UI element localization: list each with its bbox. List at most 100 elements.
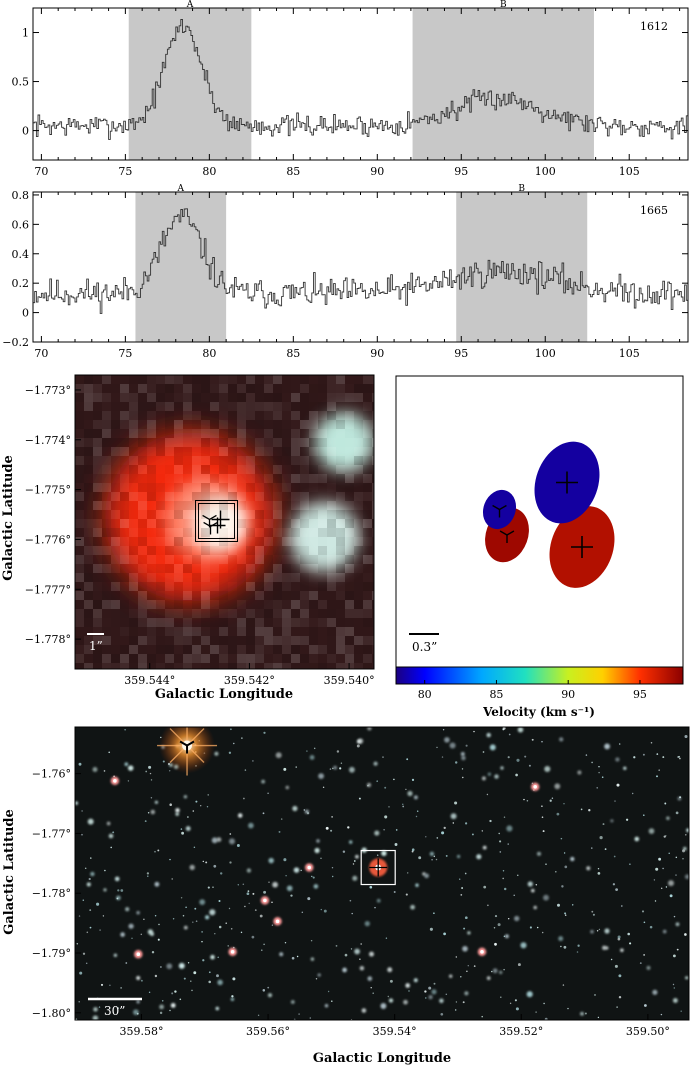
pixel	[273, 420, 282, 429]
pixel	[273, 636, 282, 645]
pixel	[264, 375, 273, 384]
pixel	[291, 438, 300, 447]
pixel	[327, 411, 336, 420]
star	[166, 963, 173, 970]
pixel	[273, 402, 282, 411]
pixel	[138, 465, 147, 474]
star	[491, 970, 493, 973]
star	[194, 907, 197, 910]
star	[517, 963, 521, 967]
pixel	[282, 447, 291, 456]
pixel	[147, 573, 156, 582]
star	[231, 995, 234, 998]
x-tick-label: 359.544°	[124, 674, 175, 687]
pixel	[318, 573, 327, 582]
pixel	[210, 627, 219, 636]
pixel	[111, 411, 120, 420]
star	[675, 811, 679, 815]
pixel	[84, 519, 93, 528]
pixel	[246, 438, 255, 447]
pixel	[84, 420, 93, 429]
pixel	[147, 438, 156, 447]
pixel	[282, 402, 291, 411]
pixel	[237, 456, 246, 465]
star	[526, 991, 533, 998]
pixel	[75, 402, 84, 411]
star	[564, 865, 568, 869]
pixel	[372, 492, 374, 501]
pixel	[129, 474, 138, 483]
star	[580, 1011, 584, 1016]
pixel	[93, 636, 102, 645]
star	[217, 956, 220, 959]
y-tick-label: −1.79°	[32, 947, 71, 960]
star	[170, 1003, 176, 1008]
star	[653, 879, 656, 881]
pixel	[156, 600, 165, 609]
star	[352, 863, 355, 865]
pixel	[138, 573, 147, 582]
pixel	[183, 465, 192, 474]
star	[433, 855, 436, 858]
pixel	[255, 546, 264, 555]
star	[615, 757, 620, 762]
star	[267, 792, 269, 795]
pixel	[138, 564, 147, 573]
star	[436, 837, 439, 839]
star	[615, 888, 618, 891]
pixel	[345, 645, 354, 654]
pixel	[273, 384, 282, 393]
colorbar-tick-label: 90	[561, 688, 575, 701]
pixel	[165, 582, 174, 591]
pixel	[336, 429, 345, 438]
y-tick-label: −1.775°	[25, 484, 71, 497]
star	[536, 926, 539, 929]
pixel	[138, 393, 147, 402]
star	[649, 925, 653, 929]
maser-map-panel: 0.3” 80 85 90 95 Velocity (km s⁻¹)	[395, 375, 684, 719]
plot-frame	[74, 374, 375, 670]
pixel	[129, 600, 138, 609]
pixel	[120, 609, 129, 618]
pixel	[291, 645, 300, 654]
star	[507, 843, 509, 845]
pixel	[273, 492, 282, 501]
pixel	[120, 645, 129, 654]
star	[108, 833, 114, 839]
pixel	[282, 582, 291, 591]
star	[560, 945, 562, 948]
star	[433, 912, 435, 915]
star	[431, 858, 433, 861]
pixel	[291, 402, 300, 411]
pixel	[354, 528, 363, 537]
pixel	[84, 438, 93, 447]
pixel	[345, 582, 354, 591]
pixel	[363, 537, 372, 546]
pixel	[129, 555, 138, 564]
star	[116, 897, 119, 900]
star	[508, 733, 511, 736]
pixel	[93, 474, 102, 483]
star	[349, 766, 355, 773]
pixel	[309, 402, 318, 411]
pixel	[111, 492, 120, 501]
star	[592, 913, 595, 916]
pixel	[165, 609, 174, 618]
pixel	[300, 663, 309, 672]
pixel	[219, 618, 228, 627]
star	[644, 1004, 647, 1007]
y-tick-label: −0.2	[2, 336, 29, 349]
pixel	[192, 429, 201, 438]
star	[494, 915, 498, 918]
pixel	[120, 501, 129, 510]
pixel	[147, 636, 156, 645]
star	[464, 991, 469, 996]
pixel	[363, 483, 372, 492]
star	[78, 1000, 80, 1003]
pixel	[309, 618, 318, 627]
star	[527, 881, 533, 887]
star	[507, 917, 510, 920]
pixel	[237, 546, 246, 555]
pixel	[237, 645, 246, 654]
pixel	[165, 447, 174, 456]
